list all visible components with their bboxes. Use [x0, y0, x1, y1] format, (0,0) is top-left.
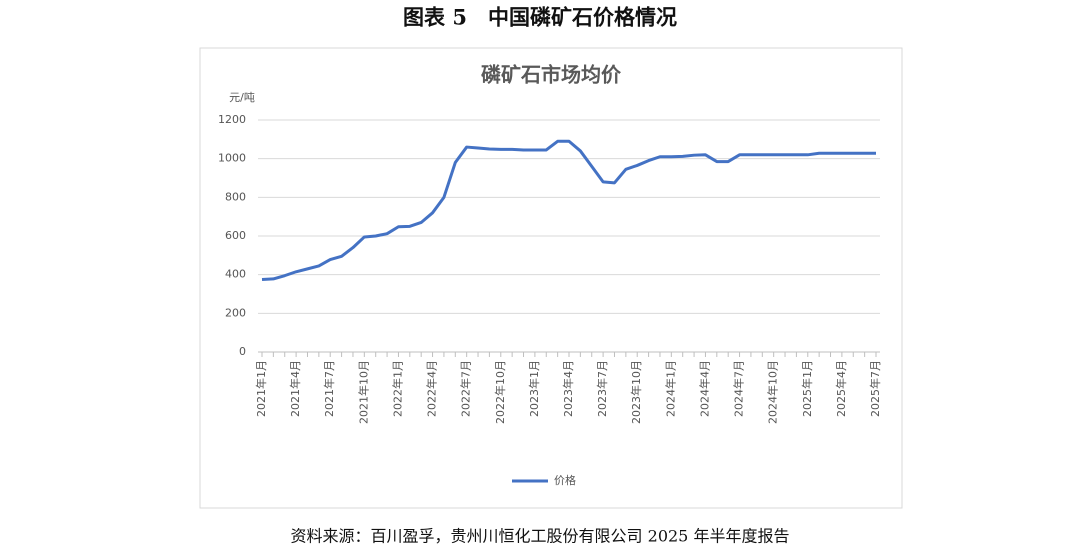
y-tick-label: 1000 [218, 152, 246, 165]
x-tick-label: 2021年4月 [288, 360, 302, 417]
x-tick-label: 2021年1月 [254, 360, 268, 417]
figure-title: 图表 5 中国磷矿石价格情况 [403, 5, 677, 30]
y-tick-label: 1200 [218, 113, 246, 126]
x-tick-label: 2024年10月 [766, 360, 780, 424]
x-tick-label: 2025年1月 [800, 360, 814, 417]
x-tick-label: 2023年10月 [629, 360, 643, 424]
y-tick-label: 600 [225, 229, 246, 242]
x-tick-label: 2022年1月 [390, 360, 404, 417]
x-tick-label: 2022年10月 [493, 360, 507, 424]
x-tick-label: 2024年7月 [732, 360, 746, 417]
chart-title: 磷矿石市场均价 [481, 63, 622, 87]
y-tick-label: 0 [239, 345, 246, 358]
x-tick-label: 2022年4月 [425, 360, 439, 417]
y-tick-label: 400 [225, 268, 246, 281]
source-note: 资料来源：百川盈孚，贵州川恒化工股份有限公司 2025 年半年度报告 [291, 527, 790, 546]
x-tick-label: 2024年4月 [697, 360, 711, 417]
x-tick-label: 2022年7月 [459, 360, 473, 417]
x-tick-label: 2021年7月 [322, 360, 336, 417]
x-tick-label: 2021年10月 [356, 360, 370, 424]
y-tick-label: 800 [225, 190, 246, 203]
x-tick-label: 2023年7月 [595, 360, 609, 417]
x-tick-label: 2024年1月 [663, 360, 677, 417]
chart-frame [199, 47, 903, 509]
price-line [261, 139, 876, 281]
y-tick-label: 200 [225, 306, 246, 319]
x-tick-label: 2023年4月 [561, 360, 575, 417]
x-tick-label: 2023年1月 [527, 360, 541, 417]
x-tick-label: 2025年7月 [868, 360, 882, 417]
y-unit: 元/吨 [229, 91, 255, 104]
x-tick-label: 2025年4月 [834, 360, 848, 417]
legend-label: 价格 [554, 473, 576, 487]
